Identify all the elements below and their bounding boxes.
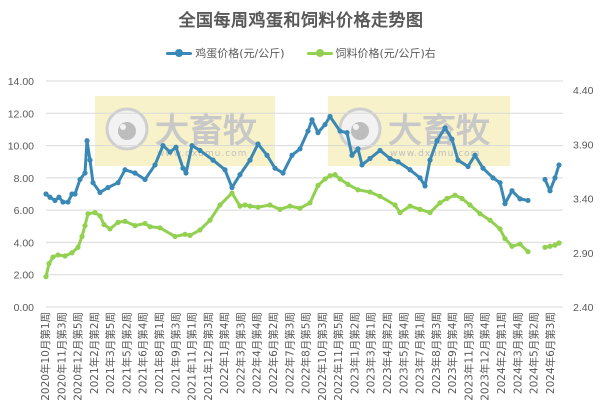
y-left-tick: 10.00 <box>8 141 34 153</box>
y-left-tick: 12.00 <box>8 108 34 120</box>
x-tick-label: 2022年4月第4周 <box>251 312 264 394</box>
legend-swatch-egg-icon <box>166 49 193 57</box>
y-right-tick: 3.40 <box>573 194 594 206</box>
x-tick-label: 2021年9月第3周 <box>169 312 182 394</box>
x-axis: 2020年10月第1周 2020年11月第3周 2020年12月第5周 2021年2月… <box>39 312 557 401</box>
chart-legend: 鸡蛋价格(元/公斤) 饲料价格(元/公斤)右 <box>0 45 602 61</box>
y-left-tick: 14.00 <box>8 76 34 88</box>
x-tick-label: 2024年3月第4周 <box>511 312 524 394</box>
x-tick-label: 2021年6月第4周 <box>137 312 150 394</box>
y-right-tick: 4.40 <box>573 85 594 97</box>
svg-text:大畜牧: 大畜牧 <box>155 111 258 151</box>
x-tick-label: 2023年12月第4周 <box>479 312 492 401</box>
x-tick-label: 2021年5月第2周 <box>120 312 133 394</box>
y-left-tick: 2.00 <box>14 270 35 282</box>
chart-title: 全国每周鸡蛋和饲料价格走势图 <box>178 11 424 31</box>
svg-text:www.dxumu.com: www.dxumu.com <box>157 149 247 159</box>
series-egg <box>43 113 562 207</box>
x-tick-label: 2023年1月第2周 <box>348 312 361 394</box>
series-feed <box>43 172 562 280</box>
series-layer <box>43 113 562 280</box>
y-right-tick: 3.90 <box>573 139 594 151</box>
x-tick-label: 2023年11月第3周 <box>462 312 475 401</box>
legend-swatch-feed-icon <box>306 49 333 57</box>
y-left-tick: 8.00 <box>14 173 35 185</box>
x-tick-label: 2022年11月第5周 <box>332 312 345 401</box>
y-axis-right: 2.40 2.90 3.40 3.90 4.40 <box>573 85 594 314</box>
x-tick-label: 2024年6月第3周 <box>544 312 557 394</box>
legend-label-egg: 鸡蛋价格(元/公斤) <box>195 47 285 60</box>
legend-label-feed: 饲料价格(元/公斤)右 <box>335 47 436 60</box>
y-right-tick: 2.90 <box>573 248 594 260</box>
x-tick-label: 2022年8月第5周 <box>300 312 313 394</box>
x-tick-label: 2024年2月第1周 <box>495 312 508 394</box>
x-tick-label: 2021年11月第1周 <box>186 312 199 401</box>
x-tick-label: 2020年10月第1周 <box>39 312 52 401</box>
x-tick-label: 2023年8月第3周 <box>430 312 443 394</box>
x-tick-label: 2023年9月第4周 <box>446 312 459 394</box>
legend-item-egg[interactable]: 鸡蛋价格(元/公斤) <box>166 45 285 61</box>
x-tick-label: 2020年12月第5周 <box>72 312 85 401</box>
x-tick-label: 2021年8月第1周 <box>153 312 166 394</box>
y-left-tick: 6.00 <box>14 205 35 217</box>
x-tick-label: 2022年10月第3周 <box>316 312 329 401</box>
svg-text:大畜牧: 大畜牧 <box>388 111 491 151</box>
x-tick-label: 2021年12月第3周 <box>202 312 215 401</box>
x-tick-label: 2023年7月第1周 <box>414 312 427 394</box>
gridlines <box>46 80 563 308</box>
x-tick-label: 2022年3月第3周 <box>234 312 247 394</box>
svg-text:www.dxumu.com: www.dxumu.com <box>390 149 480 159</box>
x-tick-label: 2021年3月第5周 <box>104 312 117 394</box>
x-tick-label: 2023年4月第2周 <box>381 312 394 394</box>
x-tick-label: 2021年2月第2周 <box>88 312 101 394</box>
x-tick-label: 2024年5月第2周 <box>528 312 541 394</box>
x-tick-label: 2023年5月第4周 <box>397 312 410 394</box>
y-left-tick: 0.00 <box>14 302 35 314</box>
x-tick-label: 2022年6月第2周 <box>267 312 280 394</box>
y-axis-left: 0.00 2.00 4.00 6.00 8.00 10.00 12.00 14.00 <box>8 76 34 314</box>
y-right-tick: 2.40 <box>573 302 594 314</box>
x-tick-label: 2023年3月第1周 <box>365 312 378 394</box>
x-tick-label: 2022年7月第3周 <box>283 312 296 394</box>
x-tick-label: 2020年11月第3周 <box>55 312 68 401</box>
y-left-tick: 4.00 <box>14 237 35 249</box>
legend-item-feed[interactable]: 饲料价格(元/公斤)右 <box>306 45 436 61</box>
x-tick-label: 2022年1月第4周 <box>218 312 231 394</box>
